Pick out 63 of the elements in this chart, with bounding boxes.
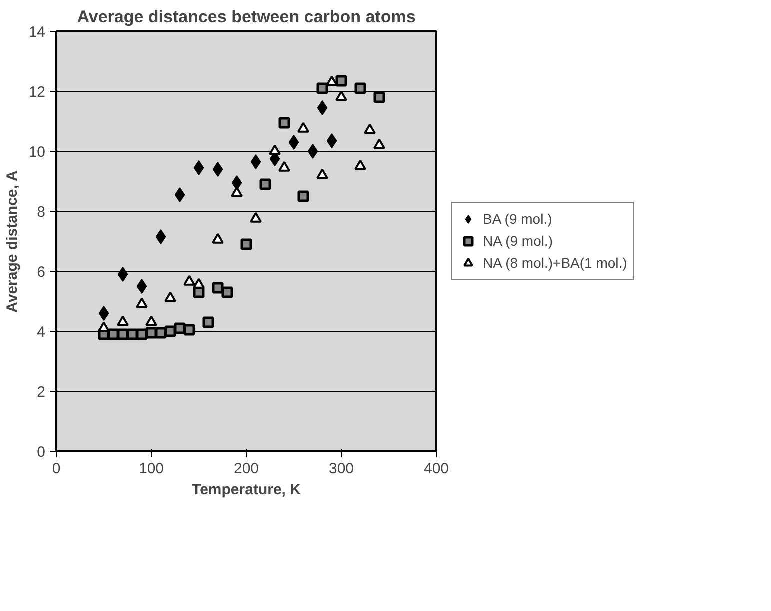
point xyxy=(156,230,166,244)
point xyxy=(336,75,348,87)
point xyxy=(298,190,310,202)
y-tick-label: 8 xyxy=(37,204,46,221)
x-tick-label: 0 xyxy=(52,460,61,478)
point xyxy=(354,82,366,94)
legend-label: NA (9 mol.) xyxy=(483,233,554,249)
point xyxy=(317,100,328,116)
y-tick-label: 6 xyxy=(37,264,46,281)
point xyxy=(202,316,214,328)
point xyxy=(212,162,224,177)
point xyxy=(184,324,196,336)
point xyxy=(146,316,158,326)
y-tick-label: 12 xyxy=(28,84,46,101)
x-tick-label: 300 xyxy=(328,460,354,478)
point xyxy=(240,238,252,250)
point xyxy=(364,124,376,134)
point xyxy=(98,322,110,332)
point xyxy=(326,76,338,86)
point xyxy=(288,135,300,150)
point xyxy=(326,134,338,148)
point xyxy=(222,286,234,298)
point xyxy=(278,161,290,172)
point xyxy=(374,138,386,150)
point xyxy=(194,160,204,176)
point xyxy=(316,168,328,180)
point xyxy=(98,306,110,321)
point xyxy=(136,279,148,294)
point xyxy=(260,178,272,190)
y-tick-label: 4 xyxy=(37,324,46,341)
point xyxy=(250,212,262,223)
point xyxy=(136,298,148,308)
point xyxy=(316,82,328,94)
point xyxy=(164,326,176,338)
point xyxy=(212,282,224,294)
point xyxy=(212,233,224,244)
y-tick-label: 2 xyxy=(37,384,46,401)
point xyxy=(193,278,205,289)
point xyxy=(354,160,366,170)
x-tick-label: 400 xyxy=(424,460,450,478)
point xyxy=(232,176,242,190)
point xyxy=(298,122,310,133)
x-axis-title: Temperature, K xyxy=(192,482,302,498)
legend-label: NA (8 mol.)+BA(1 mol.) xyxy=(483,255,628,271)
point xyxy=(336,90,348,102)
x-tick-label: 200 xyxy=(234,460,260,478)
point xyxy=(250,154,262,170)
point xyxy=(269,144,281,156)
point xyxy=(164,292,176,302)
y-tick-label: 14 xyxy=(28,24,46,41)
y-tick-label: 0 xyxy=(37,444,46,461)
chart-title: Average distances between carbon atoms xyxy=(77,8,416,26)
point xyxy=(118,267,128,282)
point xyxy=(278,117,290,129)
point xyxy=(374,92,386,104)
y-tick-label: 10 xyxy=(28,144,46,161)
y-axis-title: Average distance, A xyxy=(4,170,21,313)
legend-label: BA (9 mol.) xyxy=(483,211,552,227)
point xyxy=(308,144,318,159)
x-tick-label: 100 xyxy=(138,460,164,478)
point xyxy=(117,316,129,326)
point xyxy=(184,275,196,286)
point xyxy=(174,188,186,202)
